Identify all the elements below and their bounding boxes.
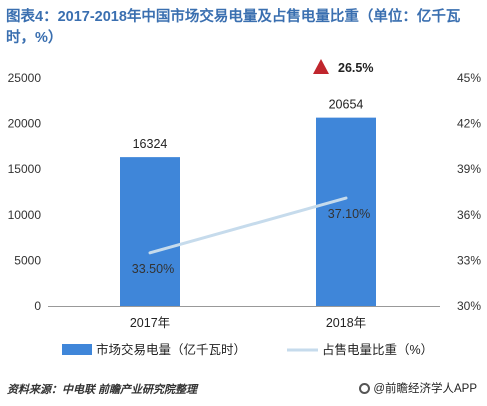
bar-value-label: 16324 bbox=[133, 137, 168, 151]
left-tick-label: 0 bbox=[34, 299, 41, 313]
chart-title: 图表4：2017-2018年中国市场交易电量及占售电量比重（单位：亿千瓦时，%） bbox=[6, 9, 461, 46]
left-y-axis: 0 5000 10000 15000 20000 25000 bbox=[8, 71, 42, 313]
right-tick-label: 33% bbox=[457, 253, 481, 267]
bar bbox=[316, 117, 376, 306]
x-tick-label: 2017年 bbox=[130, 316, 170, 330]
line-path bbox=[148, 196, 348, 255]
x-tick-label: 2018年 bbox=[326, 316, 366, 330]
left-tick-label: 15000 bbox=[8, 162, 42, 176]
line-value-label: 37.10% bbox=[328, 207, 370, 221]
right-tick-label: 30% bbox=[457, 299, 481, 313]
x-axis: 2017年 2018年 bbox=[48, 306, 440, 330]
line-series: 33.50% 37.10% bbox=[132, 196, 370, 276]
left-tick-label: 25000 bbox=[8, 71, 42, 85]
bar bbox=[120, 157, 180, 306]
brand-credit: @前瞻经济学人APP bbox=[359, 380, 477, 396]
line-value-label: 33.50% bbox=[132, 262, 174, 276]
legend-bar-label: 市场交易电量（亿千瓦时） bbox=[96, 342, 246, 357]
left-tick-label: 10000 bbox=[8, 208, 42, 222]
source-note: 资料来源：中电联 前瞻产业研究院整理 bbox=[7, 384, 198, 396]
right-tick-label: 45% bbox=[457, 71, 481, 85]
brand-text: @前瞻经济学人APP bbox=[373, 383, 477, 395]
left-tick-label: 20000 bbox=[8, 117, 42, 131]
legend: 市场交易电量（亿千瓦时） 占售电量比重（%） bbox=[62, 342, 433, 357]
up-triangle-icon bbox=[313, 59, 329, 74]
bar-series: 16324 20654 bbox=[120, 98, 376, 306]
legend-bar-swatch bbox=[62, 344, 92, 355]
left-tick-label: 5000 bbox=[14, 253, 41, 267]
growth-label: 26.5% bbox=[338, 61, 373, 75]
growth-annotation: 26.5% bbox=[313, 59, 373, 75]
right-tick-label: 36% bbox=[457, 208, 481, 222]
brand-logo-icon bbox=[359, 382, 371, 394]
right-tick-label: 39% bbox=[457, 162, 481, 176]
legend-line-label: 占售电量比重（%） bbox=[322, 342, 433, 357]
right-y-axis: 30% 33% 36% 39% 42% 45% bbox=[457, 71, 481, 313]
right-tick-label: 42% bbox=[457, 117, 481, 131]
bar-value-label: 20654 bbox=[329, 98, 364, 112]
